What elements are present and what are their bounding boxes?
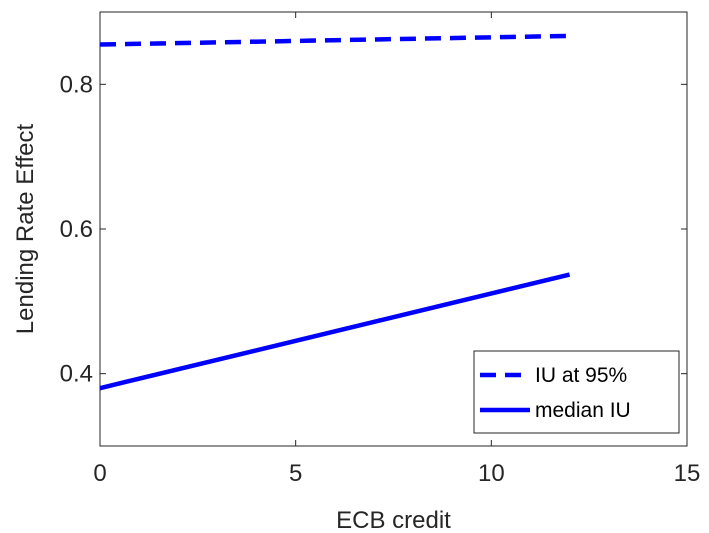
x-axis-label: ECB credit (336, 507, 451, 533)
series-line-iu-95 (99, 33, 570, 47)
legend-label-iu-95: IU at 95% (535, 364, 627, 387)
legend: IU at 95% median IU (473, 350, 680, 434)
x-axis-ticks: 0 5 10 15 (93, 12, 700, 487)
legend-label-median-iu: median IU (535, 399, 631, 422)
legend-box (473, 350, 680, 434)
y-axis-label: Lending Rate Effect (12, 123, 39, 334)
x-tick-label: 10 (478, 460, 505, 487)
x-tick-label: 15 (674, 460, 701, 487)
y-axis-ticks: 0.4 0.6 0.8 (60, 71, 687, 388)
x-tick-label: 5 (289, 460, 302, 487)
series-lines (99, 33, 571, 391)
x-tick-label: 0 (93, 460, 106, 487)
series-line-median-iu (99, 272, 571, 391)
y-tick-label: 0.6 (60, 216, 93, 243)
y-tick-label: 0.4 (60, 361, 93, 388)
y-tick-label: 0.8 (60, 71, 93, 98)
